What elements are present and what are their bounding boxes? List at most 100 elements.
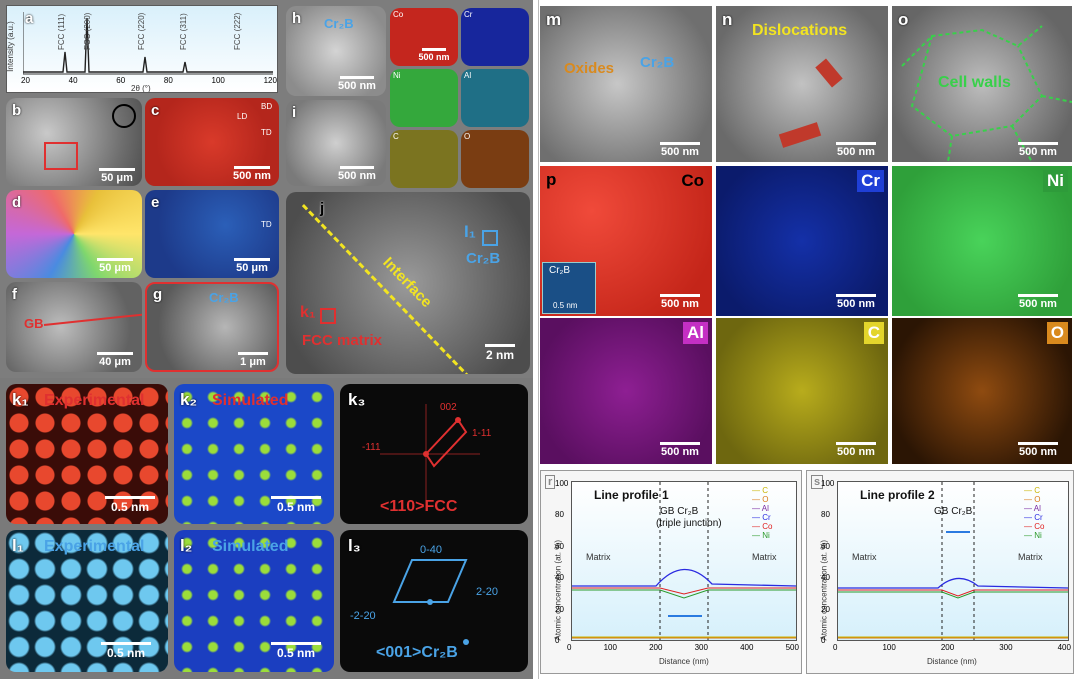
cr2b-label-h: Cr₂B	[324, 16, 354, 31]
profile-1-gb-sub: (triple junction)	[656, 518, 722, 529]
scalebar-p: 500 nm	[652, 294, 708, 310]
legend-ni: — Ni	[752, 531, 770, 540]
gb-arrow	[43, 311, 142, 326]
panel-label-b: b	[12, 102, 22, 119]
fcc-label: FCC matrix	[302, 332, 383, 349]
arrow-red-2	[778, 122, 822, 148]
map-element-ni: Ni	[1043, 170, 1068, 192]
xrd-xtick: 40	[68, 76, 78, 85]
scalebar-c: 500 nm	[229, 166, 275, 182]
profile-1-legend: — C — O — Al — Cr — Co — Ni	[752, 486, 794, 540]
xrd-xtick: 120	[263, 76, 277, 85]
gb-label: GB	[24, 316, 44, 331]
scalebar-mini: 500 nm	[412, 48, 456, 62]
interface-label: Interface	[379, 254, 436, 311]
panel-k1: k₁ Experimental 0.5 nm	[6, 384, 168, 524]
legend-co: — Co	[752, 522, 773, 531]
mini-eds-label: Al	[464, 71, 472, 80]
map-element-al: Al	[683, 322, 708, 344]
xrd-panel: a Intensity (a.u.) FCC (111) FCC (200) F…	[6, 5, 278, 93]
legend-al: — Al	[752, 504, 769, 513]
hrtem-panel-j: j Interface I₁ Cr₂B k₁ FCC matrix 2 nm	[286, 192, 530, 374]
panel-n: n Dislocations 500 nm	[716, 6, 888, 162]
k1-title: Experimental	[44, 392, 145, 409]
mini-eds-c: C	[390, 130, 458, 188]
profile-1-xlabel: Distance (nm)	[659, 657, 709, 666]
legend-co: — Co	[1024, 522, 1045, 531]
axis-td: TD	[261, 128, 272, 137]
region-box	[44, 142, 78, 170]
k3-spot--111: -111	[362, 442, 381, 453]
profile-1-yticks: 0 20 40 60 80 100	[555, 479, 569, 645]
sem-panel-g: g Cr₂B 1 μm	[145, 282, 279, 372]
mini-eds-al: Al	[461, 69, 529, 127]
scalebar-l2: 0.5 nm	[266, 642, 326, 660]
profile-1-title: Line profile 1	[594, 488, 669, 502]
i1-box	[482, 230, 498, 246]
profile-2-xlabel: Distance (nm)	[927, 657, 977, 666]
l3-spot-0-40: 0-40	[420, 544, 443, 556]
map-element-o: O	[1046, 322, 1068, 344]
l2-title: Simulated	[212, 538, 289, 555]
cr2b-label-j: Cr₂B	[466, 250, 501, 267]
scalebar-l1: 0.5 nm	[96, 642, 156, 660]
scalebar-b: 50 μm	[94, 168, 140, 184]
profile-1-label: r	[545, 475, 556, 489]
panel-label-g: g	[153, 286, 163, 303]
panel-l3: l₃ 0-40 2-20 -2-20 <001>Cr₂B	[340, 530, 528, 672]
xrd-xlabel: 2θ (°)	[131, 84, 151, 93]
profile-2-xticks: 0 100 200 300 400	[833, 643, 1071, 652]
k2-title: Simulated	[212, 392, 289, 409]
scalebar-f: 40 μm	[92, 352, 138, 368]
mini-eds-label: C	[393, 132, 399, 141]
legend-c: — C	[1024, 486, 1041, 495]
panel-ni-map: Ni 500 nm	[892, 166, 1072, 316]
profile-1-xticks: 0 100 200 300 400 500	[567, 643, 799, 652]
panel-label-h: h	[292, 10, 302, 27]
panel-k2: k₂ Simulated 0.5 nm	[174, 384, 334, 524]
p-inset-label: Cr₂B	[549, 265, 571, 276]
panel-label-n: n	[722, 10, 733, 29]
panel-label-a: a	[25, 10, 34, 27]
mini-eds-label: Cr	[464, 10, 473, 19]
profile-2-gb: GB Cr₂B	[934, 506, 973, 517]
xrd-peak-2: FCC (200)	[83, 12, 92, 50]
profile-1-plot: Line profile 1 GB Cr₂B (triple junction)…	[571, 481, 797, 641]
sem-panel-f: f GB 40 μm	[6, 282, 142, 372]
axis-bd: BD	[261, 102, 273, 111]
scalebar-ni: 500 nm	[1010, 294, 1066, 310]
panel-p-co-map: p Co Cr₂B 0.5 nm 500 nm	[540, 166, 712, 316]
i1-label: I₁	[464, 222, 476, 241]
scalebar-c-map: 500 nm	[828, 442, 884, 458]
scalebar-j: 2 nm	[478, 344, 522, 362]
l3-spot--2-20: -2-20	[350, 610, 376, 622]
xrd-ylabel: Intensity (a.u.)	[6, 21, 15, 72]
l3-diffraction	[392, 559, 469, 645]
scalebar-cr: 500 nm	[828, 294, 884, 310]
mini-eds-label: O	[464, 132, 471, 141]
xrd-peak-3: FCC (220)	[137, 12, 146, 50]
panel-label-k3: k₃	[348, 390, 366, 409]
axis-ld: LD	[237, 112, 248, 121]
profile-1-curves	[572, 482, 796, 640]
legend-o: — O	[752, 495, 769, 504]
mini-eds-cr: Cr	[461, 8, 529, 66]
tem-panel-h: h Cr₂B 500 nm	[286, 6, 386, 96]
ipf-panel-d: d 50 μm	[6, 190, 142, 278]
m-cr2b-label: Cr₂B	[640, 54, 675, 71]
profile-2-curves	[838, 482, 1068, 640]
xrd-xticks: 20 40 60 80 100 120	[21, 76, 277, 85]
scalebar-k1: 0.5 nm	[100, 496, 160, 514]
profile-2-label: s	[811, 475, 824, 489]
axis-td-e: TD	[261, 220, 272, 229]
panel-label-i: i	[292, 104, 297, 121]
l3-spot-2-20: 2-20	[476, 586, 499, 598]
panel-label-k2: k₂	[180, 390, 198, 409]
panel-m: m Oxides Cr₂B 500 nm	[540, 6, 712, 162]
panel-label-e: e	[151, 194, 160, 211]
panel-label-l1: l₁	[12, 536, 24, 555]
legend-cr: — Cr	[1024, 513, 1043, 522]
xrd-xtick: 80	[163, 76, 173, 85]
panel-label-k1: k₁	[12, 390, 29, 409]
profile-1-gb: GB Cr₂B	[660, 506, 699, 517]
